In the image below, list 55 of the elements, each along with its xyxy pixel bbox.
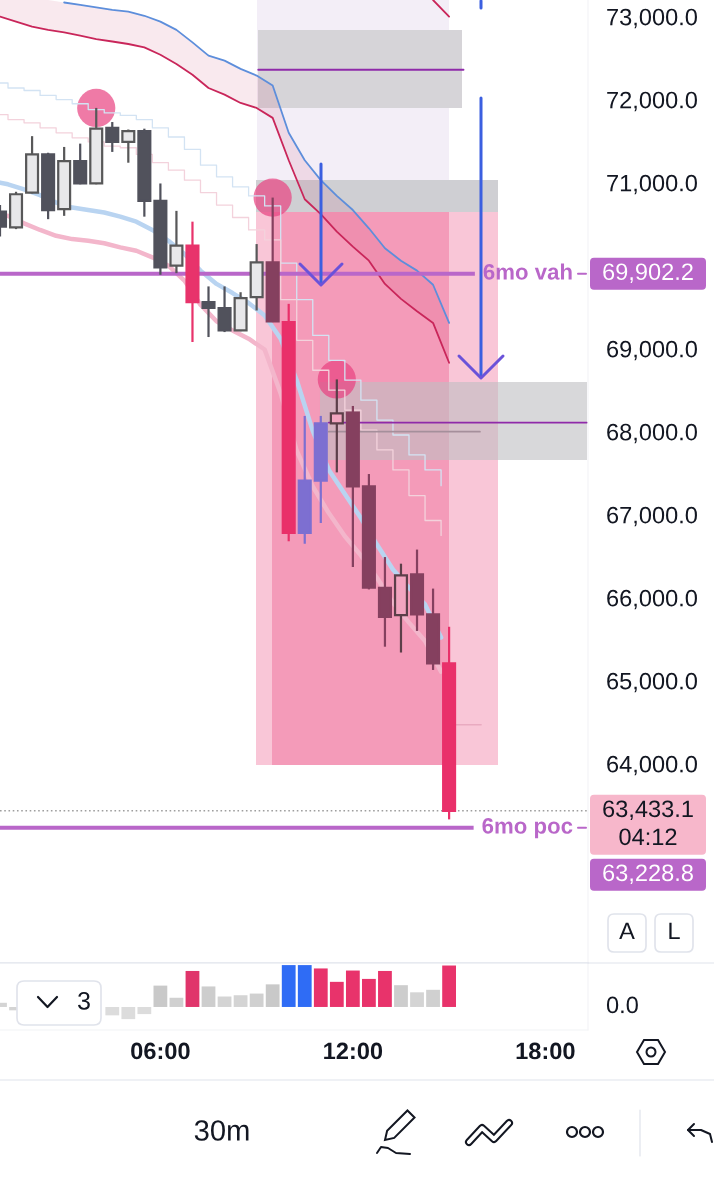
- bar: [442, 965, 456, 1007]
- y-tick-label: 65,000.0: [607, 672, 697, 693]
- y-tick-label: 73,000.0: [607, 8, 697, 29]
- x-tick-label: 12:00: [324, 1042, 383, 1060]
- line-series: [63, 1, 450, 324]
- candlestick: [105, 120, 120, 154]
- candlestick: [329, 378, 344, 474]
- annotation: 3: [78, 992, 90, 1010]
- x-tick-label: 18:00: [516, 1042, 575, 1060]
- candlestick: [73, 142, 88, 186]
- bar: [105, 1006, 120, 1016]
- y-tick-label: 69,000.0: [607, 340, 697, 361]
- x-tick-label: 06:00: [131, 1042, 190, 1060]
- bar: [410, 992, 424, 1007]
- ref-line-label: 6mo poc: [482, 818, 573, 839]
- bar: [233, 995, 248, 1007]
- bar: [426, 989, 440, 1007]
- candlestick: [217, 285, 232, 334]
- bar: [313, 968, 328, 1007]
- y-tick-label: 68,000.0: [607, 423, 697, 444]
- text: 63,433.1: [603, 800, 693, 820]
- bar: [249, 993, 264, 1007]
- ref-line-label: 6mo vah: [483, 263, 572, 280]
- bar: [362, 978, 376, 1007]
- bar: [297, 965, 312, 1007]
- text: 63,228.8: [603, 864, 693, 884]
- bar: [201, 986, 216, 1007]
- bar: [281, 965, 296, 1007]
- text: 04:12: [619, 828, 677, 846]
- bar: [378, 970, 392, 1007]
- text: 69,902.2: [603, 263, 693, 283]
- y-tick-label: 66,000.0: [607, 589, 697, 610]
- text: L: [669, 922, 680, 940]
- point: [253, 178, 292, 217]
- point: [77, 88, 116, 128]
- bar: [121, 1006, 136, 1020]
- bar: [329, 981, 344, 1007]
- text: 0.0: [606, 996, 638, 1014]
- candlestick: [201, 285, 216, 339]
- bar: [137, 1006, 152, 1015]
- y-tick-label: 64,000.0: [607, 755, 697, 776]
- bar: [153, 985, 168, 1007]
- text: A: [619, 922, 635, 940]
- bar: [345, 970, 360, 1007]
- y-tick-label: 72,000.0: [607, 91, 697, 112]
- bar: [185, 970, 200, 1007]
- bar: [217, 996, 232, 1007]
- bar: [394, 985, 408, 1007]
- bar: [169, 997, 184, 1007]
- candlestick: [169, 209, 184, 275]
- bar: [265, 984, 280, 1007]
- candlestick: [121, 128, 136, 164]
- text: 30m: [194, 1120, 249, 1141]
- y-tick-label: 71,000.0: [607, 174, 697, 195]
- y-tick-label: 67,000.0: [607, 506, 697, 527]
